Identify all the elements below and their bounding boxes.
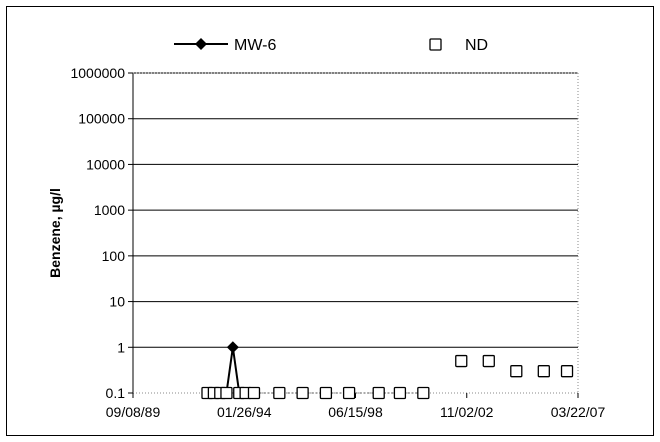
- nd-point: [560, 365, 574, 378]
- nd-point: [537, 365, 550, 378]
- mw6-line: [225, 347, 241, 394]
- x-tick-label: 06/15/98: [328, 404, 383, 420]
- nd-point: [342, 386, 356, 400]
- y-tick-label: 1000: [94, 202, 125, 218]
- nd-point: [455, 354, 468, 368]
- y-tick-label: 100000: [78, 111, 125, 127]
- legend-label-nd: ND: [465, 37, 488, 54]
- y-axis-title: Benzene, µg/l: [47, 188, 63, 278]
- nd-point: [273, 386, 286, 400]
- nd-point: [393, 386, 407, 400]
- legend-label-mw6: MW-6: [234, 37, 276, 54]
- plot-area: [132, 72, 579, 394]
- legend-diamond-icon: [195, 38, 207, 50]
- x-tick-label: 03/22/07: [551, 404, 606, 420]
- legend: MW-6 ND: [174, 37, 488, 54]
- x-tick-label: 09/08/89: [106, 404, 161, 420]
- y-tick-label: 1000000: [70, 65, 125, 81]
- y-axis-ticks: 0.1 1 10 100 1000 10000 100000 1000000: [70, 65, 133, 401]
- legend-item-nd: ND: [429, 37, 488, 54]
- nd-point: [247, 386, 261, 400]
- y-tick-label: 1: [117, 339, 125, 355]
- x-tick-label: 11/02/02: [440, 404, 494, 420]
- gridlines: [133, 72, 578, 348]
- nd-point: [482, 354, 495, 368]
- chart-frame: [6, 6, 654, 436]
- x-axis-ticks: 09/08/89 01/26/94 06/15/98 11/02/02 03/22/07: [106, 393, 606, 420]
- y-tick-label: 0.1: [106, 385, 126, 401]
- y-tick-label: 10: [109, 294, 125, 310]
- nd-point: [220, 386, 233, 400]
- nd-point: [417, 386, 430, 400]
- y-tick-label: 100: [102, 248, 126, 264]
- legend-square-icon: [429, 38, 442, 51]
- legend-item-mw6: MW-6: [174, 37, 276, 54]
- nd-point: [319, 386, 333, 400]
- nd-point: [296, 386, 309, 400]
- x-tick-label: 01/26/94: [217, 404, 272, 420]
- series-layer: [201, 341, 574, 400]
- y-tick-label: 10000: [86, 156, 125, 172]
- nd-point: [372, 386, 385, 400]
- nd-point: [510, 365, 523, 378]
- mw6-point: [226, 341, 239, 354]
